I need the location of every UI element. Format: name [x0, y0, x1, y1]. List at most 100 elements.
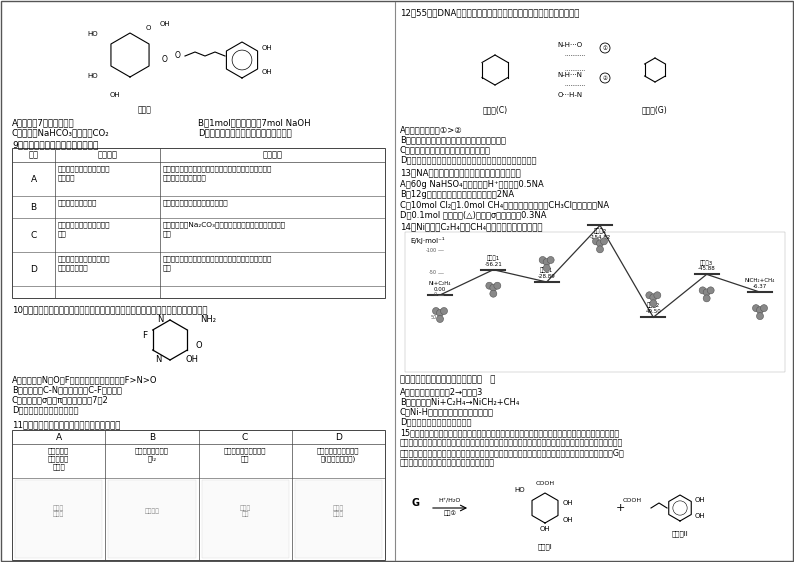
Text: HO: HO: [87, 31, 98, 37]
Text: Ni+C₂H₄
0.00: Ni+C₂H₄ 0.00: [429, 281, 451, 292]
Text: 实验目的: 实验目的: [98, 151, 118, 160]
Text: 胞嘧啶(C): 胞嘧啶(C): [483, 105, 507, 114]
Text: 50: 50: [431, 315, 437, 320]
Circle shape: [757, 312, 764, 320]
Text: O: O: [195, 341, 202, 350]
Circle shape: [753, 305, 760, 312]
Text: D．该分子中存在手性碳原子: D．该分子中存在手性碳原子: [12, 405, 79, 414]
Text: A．决速步骤：中间体2→中间体3: A．决速步骤：中间体2→中间体3: [400, 387, 484, 396]
Bar: [295, 480, 382, 558]
Text: 实验操作: 实验操作: [263, 151, 283, 160]
Text: 9．下列操作可以达到实验目的的是: 9．下列操作可以达到实验目的的是: [12, 140, 98, 149]
Circle shape: [539, 256, 546, 264]
Text: 子中的氢的活性: 子中的氢的活性: [58, 264, 89, 271]
Circle shape: [703, 295, 710, 302]
Text: 绿原酸: 绿原酸: [138, 105, 152, 114]
Circle shape: [543, 259, 550, 265]
Text: 15，新冠肺炎病毒感染以来，我国科学家、医务工作者一直奋战在第一线，攻坚克难，成功研制出多种: 15，新冠肺炎病毒感染以来，我国科学家、医务工作者一直奋战在第一线，攻坚克难，成…: [400, 428, 619, 437]
Text: OH: OH: [695, 497, 706, 503]
Text: O: O: [145, 25, 151, 31]
Text: G: G: [411, 498, 419, 508]
Text: 过渡态1
-28.89: 过渡态1 -28.89: [538, 268, 556, 279]
Text: C．不能与NaHCO₃反应产生CO₂: C．不能与NaHCO₃反应产生CO₂: [12, 128, 110, 137]
Text: B．1mol绿原酸可消耗7mol NaOH: B．1mol绿原酸可消耗7mol NaOH: [198, 118, 310, 127]
Text: 中间体3
-45.88: 中间体3 -45.88: [698, 260, 715, 271]
Text: 率(计时器末断出): 率(计时器末断出): [321, 455, 356, 461]
Text: D．涉及非极性键的断裂和生成: D．涉及非极性键的断裂和生成: [400, 417, 472, 426]
Circle shape: [441, 307, 448, 315]
Circle shape: [700, 287, 706, 294]
Text: 选项: 选项: [29, 151, 38, 160]
Circle shape: [649, 294, 657, 301]
Text: B．该分子中C-N键的键能大于C-F键的键能: B．该分子中C-N键的键能大于C-F键的键能: [12, 385, 121, 394]
Text: 0: 0: [434, 292, 437, 297]
Text: 分液漏斗: 分液漏斗: [145, 509, 160, 514]
Text: 玻璃管
试管: 玻璃管 试管: [240, 505, 251, 517]
Text: 溶液氧化: 溶液氧化: [58, 174, 75, 180]
Text: HO: HO: [87, 73, 98, 79]
Text: N: N: [155, 356, 161, 365]
Text: OH: OH: [160, 21, 171, 27]
Text: 除去苯中少量的苯酚: 除去苯中少量的苯酚: [58, 199, 98, 206]
Text: 水解①: 水解①: [443, 510, 457, 515]
Text: 抑制新冠病毒药物，应用于临床，为战胜疫情立下赫赫战功。我们以化学的角度分析药物的结构，探究其性: 抑制新冠病毒药物，应用于临床，为战胜疫情立下赫赫战功。我们以化学的角度分析药物的…: [400, 438, 623, 447]
Text: A: A: [56, 433, 62, 442]
Text: B．总反应为Ni+C₂H₄→NiCH₂+CH₄: B．总反应为Ni+C₂H₄→NiCH₂+CH₄: [400, 397, 519, 406]
Text: COOH: COOH: [622, 497, 642, 502]
Text: D．腺嘌呤与鸟嘌呤分子中肽键数量的化学当量并不完全相同: D．腺嘌呤与鸟嘌呤分子中肽键数量的化学当量并不完全相同: [400, 155, 537, 164]
Text: 液体: 液体: [163, 230, 172, 237]
Text: A．氢键的强度：①>②: A．氢键的强度：①>②: [400, 125, 463, 134]
Text: C．该片段在一定条件下可发生水解反应: C．该片段在一定条件下可发生水解反应: [400, 145, 491, 154]
Text: 液，观察溶液是否褪色: 液，观察溶液是否褪色: [163, 174, 206, 180]
Text: 蒸发浓缩氯: 蒸发浓缩氯: [48, 447, 69, 454]
Text: 11．下列实验能达到实验目的且操作正确的是: 11．下列实验能达到实验目的且操作正确的是: [12, 420, 121, 429]
Text: 萄糖: 萄糖: [241, 455, 249, 461]
Text: N-H···N: N-H···N: [557, 72, 583, 78]
Text: 检验淀粉水解生成了葡: 检验淀粉水解生成了葡: [224, 447, 266, 454]
Text: 量气管
计时器: 量气管 计时器: [333, 505, 344, 517]
Circle shape: [600, 43, 610, 53]
Text: A．最多有7个碳原子共面: A．最多有7个碳原子共面: [12, 118, 75, 127]
Bar: [405, 232, 785, 372]
Circle shape: [490, 284, 497, 291]
Text: C．10mol Cl₂与1.0mol CH₄在光照下反应，生成CH₃Cl的分子数为NA: C．10mol Cl₂与1.0mol CH₄在光照下反应，生成CH₃Cl的分子数…: [400, 200, 609, 209]
Text: D: D: [335, 433, 341, 442]
Circle shape: [596, 240, 603, 247]
Text: NiCH₂+CH₄
-6.37: NiCH₂+CH₄ -6.37: [745, 278, 775, 289]
Circle shape: [547, 256, 554, 264]
Text: OH: OH: [110, 92, 121, 98]
Circle shape: [437, 315, 444, 323]
Text: 其有效的活性成分之一，存在如图转化关系：: 其有效的活性成分之一，存在如图转化关系：: [400, 458, 495, 467]
Text: N-H···O: N-H···O: [557, 42, 583, 48]
Circle shape: [703, 289, 710, 296]
Circle shape: [757, 307, 764, 314]
Circle shape: [490, 290, 497, 297]
Text: 中间体2
-154.82: 中间体2 -154.82: [589, 228, 611, 240]
Text: OH: OH: [185, 356, 198, 365]
Text: 化合物I: 化合物I: [538, 543, 553, 550]
Text: A: A: [30, 174, 37, 184]
Text: 10．法匹拉韦是治疗新冠肺炎的一种药物，其结构简式如图所示，下列说法正确的是: 10．法匹拉韦是治疗新冠肺炎的一种药物，其结构简式如图所示，下列说法正确的是: [12, 305, 207, 314]
Text: 验证乙醇分子中的氢与水分: 验证乙醇分子中的氢与水分: [58, 255, 110, 261]
Text: ①: ①: [603, 46, 607, 51]
Text: H⁺/H₂O: H⁺/H₂O: [439, 497, 461, 502]
Circle shape: [646, 292, 653, 299]
Text: 过渡态2
49.50: 过渡态2 49.50: [646, 303, 661, 314]
Circle shape: [649, 300, 657, 307]
Circle shape: [600, 238, 607, 245]
Text: B．12g金刚石中含有碳碳单键的数目为2NA: B．12g金刚石中含有碳碳单键的数目为2NA: [400, 190, 515, 199]
Text: B: B: [148, 433, 155, 442]
Text: C: C: [30, 230, 37, 239]
Text: OH: OH: [563, 517, 573, 523]
Text: D．0.1mol 环氧乙烷(△)中含有σ键的数目为0.3NA: D．0.1mol 环氧乙烷(△)中含有σ键的数目为0.3NA: [400, 210, 546, 219]
Text: 的I₂: 的I₂: [148, 455, 156, 461]
Text: OH: OH: [262, 69, 272, 75]
Circle shape: [600, 73, 610, 83]
Circle shape: [486, 282, 493, 289]
Circle shape: [543, 265, 550, 271]
Text: -100: -100: [426, 247, 437, 252]
Text: 出晶体: 出晶体: [52, 463, 65, 470]
Text: OH: OH: [563, 500, 573, 506]
Text: 化合物II: 化合物II: [672, 530, 688, 537]
Circle shape: [596, 246, 603, 253]
